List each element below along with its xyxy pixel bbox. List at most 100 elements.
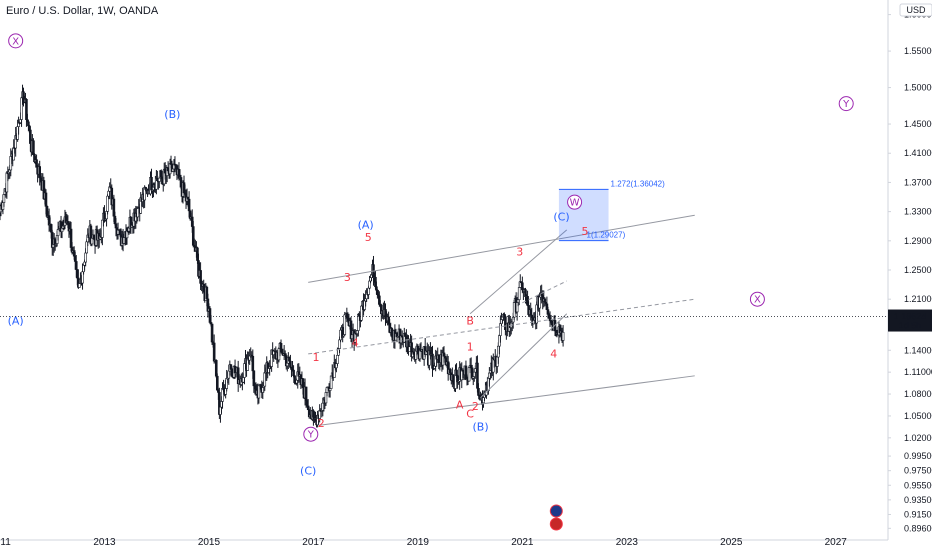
channel-line — [318, 375, 695, 426]
wave-label: 1 — [313, 351, 320, 364]
wave-label: 5 — [365, 231, 372, 244]
circled-wave-label: X — [754, 295, 761, 306]
wave-label: (A) — [358, 218, 374, 231]
channel-midline — [522, 280, 567, 304]
fib-label-1272: 1.272(1.36042) — [611, 179, 666, 188]
channel-line — [308, 214, 695, 283]
channel-line — [480, 313, 568, 399]
wave-label: (C) — [553, 210, 569, 223]
candle-body — [543, 298, 547, 303]
candle-body — [304, 386, 308, 401]
price-tick-label: 1.21000 — [904, 294, 932, 304]
wave-label: 2 — [472, 400, 479, 413]
price-tick-label: 1.55000 — [904, 46, 932, 56]
candle-body — [561, 332, 565, 341]
candle-body — [280, 348, 284, 354]
wave-label: (B) — [164, 108, 180, 121]
candle-body — [2, 194, 6, 203]
wave-circle — [8, 33, 24, 49]
wave-circle — [838, 96, 854, 112]
time-tick-label: 2017 — [302, 537, 325, 548]
channel-midline — [308, 298, 695, 355]
circled-wave-label: Y — [307, 430, 315, 441]
candle-body — [289, 360, 292, 368]
wave-label: C — [466, 407, 474, 420]
candle-body — [74, 261, 78, 270]
candle-body — [187, 198, 191, 212]
price-tick-label: 1.05000 — [904, 411, 932, 421]
price-tick-label: 1.29000 — [904, 236, 932, 246]
economic-event-icon — [549, 504, 563, 518]
time-tick-label: 2011 — [0, 537, 11, 548]
wave-label: (B) — [472, 421, 488, 434]
wave-label: 3 — [344, 271, 351, 284]
candle-body — [448, 369, 452, 374]
bar-countdown: 1d 5h — [899, 321, 922, 331]
candle-body — [210, 323, 214, 343]
candle-body — [212, 342, 216, 362]
wave-label: (A) — [8, 315, 24, 328]
wave-label: 1 — [467, 340, 474, 353]
circled-wave-label: W — [570, 198, 580, 209]
wave-label: B — [466, 315, 474, 328]
price-tick-label: 1.14000 — [904, 345, 932, 355]
chart-title: Euro / U.S. Dollar, 1W, OANDA — [6, 5, 159, 17]
candle-body — [279, 343, 283, 350]
candle-body — [215, 375, 219, 391]
time-tick-label: 2025 — [720, 537, 743, 548]
economic-event-icon — [549, 517, 563, 531]
wave-label: (C) — [300, 464, 316, 477]
wave-label: 3 — [516, 245, 523, 258]
wave-label: 4 — [550, 348, 557, 361]
price-tick-label: 1.50000 — [904, 83, 932, 93]
time-tick-label: 2027 — [825, 537, 848, 548]
wave-label: 5 — [582, 225, 589, 238]
price-tick-label: 1.25000 — [904, 265, 932, 275]
fib-extension-zone — [558, 189, 609, 241]
candle-body — [158, 177, 161, 182]
wave-circle — [303, 426, 319, 442]
wave-label: 2 — [318, 417, 325, 430]
price-tick-label: 1.33000 — [904, 207, 932, 217]
candle-body — [336, 354, 339, 364]
candle-body — [251, 355, 255, 372]
wave-label: A — [456, 399, 464, 412]
candle-body — [44, 192, 48, 207]
candle-body — [517, 287, 521, 300]
time-tick-label: 2023 — [616, 537, 639, 548]
circled-wave-label: X — [12, 36, 19, 47]
wave-label: 4 — [352, 337, 359, 350]
time-tick-label: 2021 — [511, 537, 534, 548]
wave-circle — [749, 291, 765, 307]
time-tick-label: 2019 — [407, 537, 430, 548]
candle-body — [408, 346, 411, 352]
candle-body — [179, 177, 183, 188]
price-tick-label: 1.11000 — [904, 367, 932, 377]
time-tick-label: 2013 — [93, 537, 116, 548]
price-tick-label: 1.45000 — [904, 119, 932, 129]
price-tick-label: 1.41000 — [904, 148, 932, 158]
time-tick-label: 2015 — [198, 537, 221, 548]
currency-label: USD — [906, 5, 926, 15]
candle-body — [84, 252, 87, 263]
price-tick-label: 1.37000 — [904, 177, 932, 187]
candle-body — [292, 369, 295, 377]
channel-line — [469, 229, 568, 315]
candle-body — [306, 405, 310, 410]
candle-body — [477, 388, 480, 396]
candle-body — [325, 387, 329, 393]
circled-wave-label: Y — [842, 99, 850, 110]
candle-body — [78, 283, 81, 288]
last-price-value: 1.18624 — [894, 312, 927, 322]
last-price-tag — [888, 309, 932, 332]
candle-body — [32, 140, 35, 155]
fib-label-1: 1(1.29027) — [587, 231, 626, 240]
price-tick-label: 0.89600 — [904, 523, 932, 533]
